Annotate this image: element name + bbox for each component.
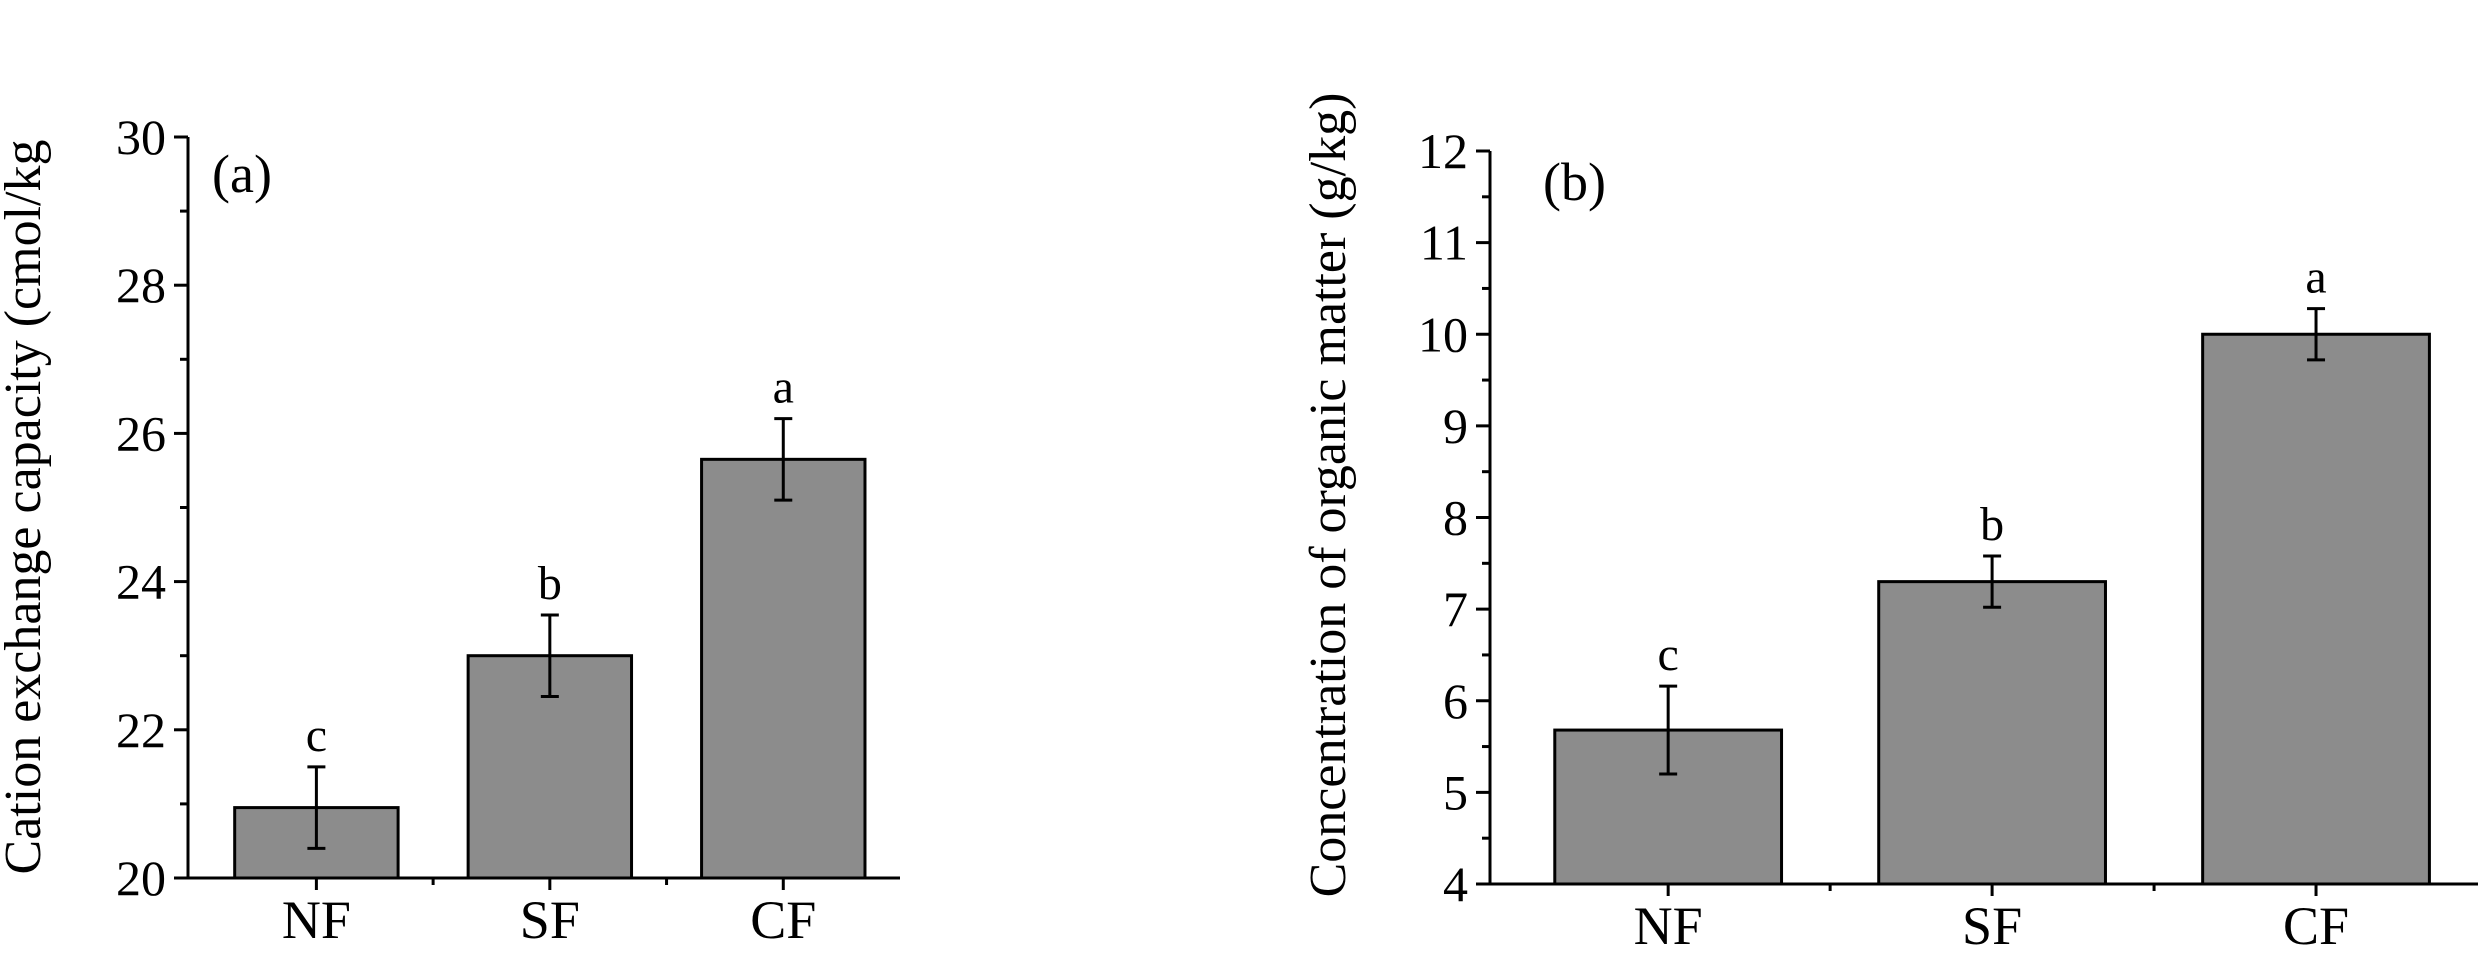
- significance-letter-nf: c: [1658, 628, 1679, 681]
- y-axis-label: Concentration of organic matter (g/kg): [1300, 93, 1357, 898]
- panel-a: c NF b SF a CF 20 22 24 26 28 30 Cation exchange cap…: [0, 109, 900, 950]
- y-tick-label: 20: [116, 850, 166, 906]
- panel-label: (b): [1543, 152, 1606, 212]
- y-tick-label: 4: [1443, 856, 1468, 912]
- x-tick-label-nf: NF: [282, 890, 351, 950]
- y-tick-label: 24: [116, 554, 166, 610]
- x-tick-label-cf: CF: [750, 890, 816, 950]
- y-tick-label: 26: [116, 405, 166, 461]
- x-tick-label-sf: SF: [1962, 896, 2022, 956]
- y-tick-label: 8: [1443, 490, 1468, 546]
- y-axis-label: Cation exchange capacity (cmol/kg: [0, 140, 52, 875]
- x-tick-label-cf: CF: [2283, 896, 2349, 956]
- x-tick-label-sf: SF: [520, 890, 580, 950]
- significance-letter-cf: a: [773, 361, 794, 414]
- y-tick-label: 6: [1443, 673, 1468, 729]
- x-tick-label-nf: NF: [1634, 896, 1703, 956]
- y-tick-label: 5: [1443, 764, 1468, 820]
- panel-b: c NF b SF a CF 4 5 6 7 8 9 10 11 12 Concentration of or…: [1300, 93, 2478, 956]
- y-tick-label: 10: [1418, 306, 1468, 362]
- bar-cf: [700, 457, 867, 880]
- y-tick-label: 22: [116, 702, 166, 758]
- y-tick-label: 28: [116, 257, 166, 313]
- y-tick-label: 7: [1443, 581, 1468, 637]
- panel-label: (a): [212, 144, 272, 204]
- significance-letter-sf: b: [538, 557, 562, 610]
- y-tick-label: 9: [1443, 398, 1468, 454]
- significance-letter-nf: c: [306, 709, 327, 762]
- bar-sf: [1877, 580, 2107, 886]
- y-tick-label: 30: [116, 109, 166, 165]
- y-tick-label: 11: [1420, 215, 1468, 271]
- y-tick-label: 12: [1418, 123, 1468, 179]
- bar-cf: [2201, 332, 2431, 886]
- significance-letter-sf: b: [1980, 498, 2004, 551]
- significance-letter-cf: a: [2305, 251, 2326, 304]
